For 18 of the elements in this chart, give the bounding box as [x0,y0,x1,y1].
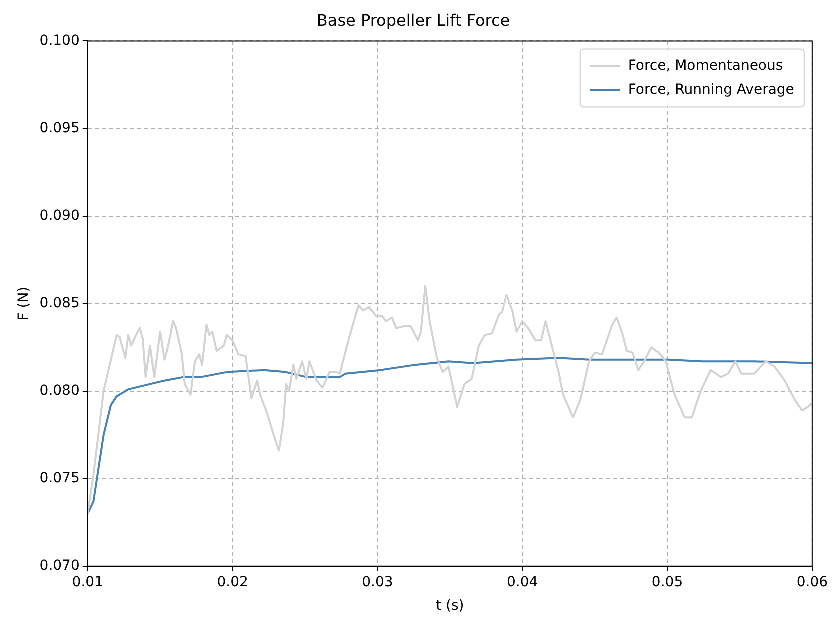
x-tick-label: 0.03 [362,574,394,590]
legend-label: Force, Running Average [628,82,794,98]
y-tick-label: 0.090 [40,208,80,224]
y-tick-label: 0.095 [40,120,80,136]
y-axis-title: F (N) [16,286,32,321]
y-tick-label: 0.075 [40,470,80,487]
y-tick-label: 0.080 [40,382,80,399]
legend-label: Force, Momentaneous [628,58,784,74]
chart-title: Base Propeller Lift Force [316,10,510,30]
y-tick-label: 0.100 [40,32,80,49]
x-tick-label: 0.05 [652,574,684,590]
x-axis-title: t (s) [436,598,464,614]
y-tick-label: 0.070 [40,558,80,574]
x-tick-label: 0.02 [217,574,248,590]
x-tick-label: 0.06 [796,574,828,590]
x-tick-label: 0.04 [507,574,538,590]
x-tick-label: 0.01 [72,574,104,590]
y-tick-label: 0.085 [40,295,80,312]
